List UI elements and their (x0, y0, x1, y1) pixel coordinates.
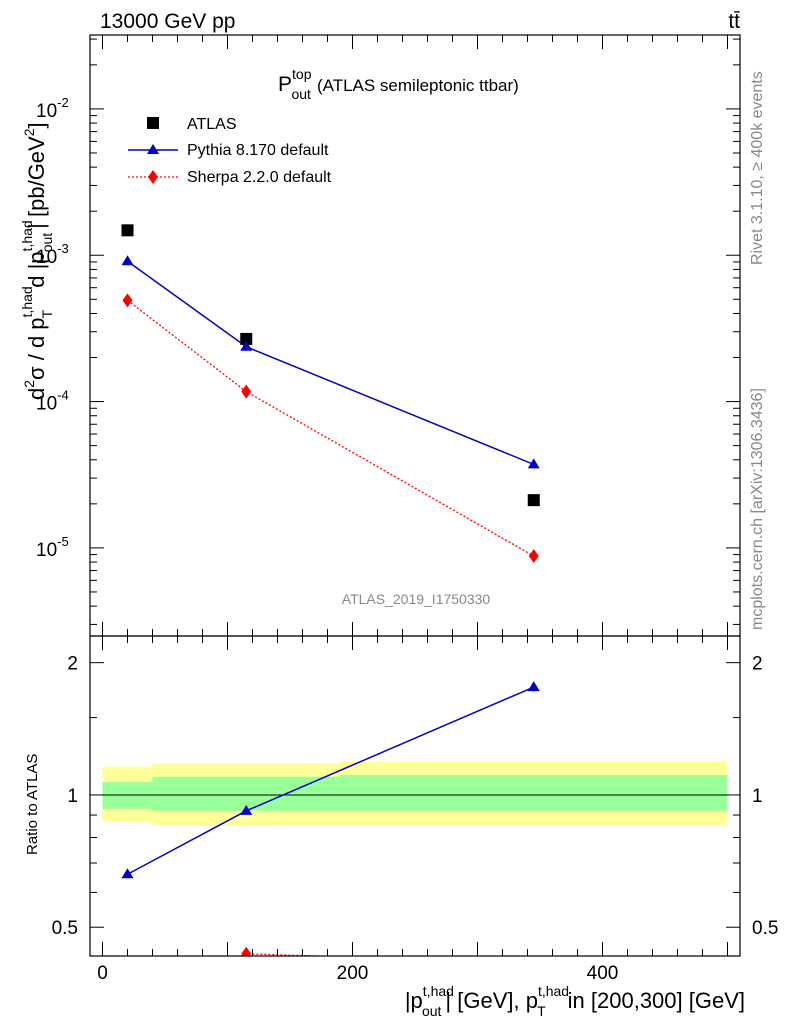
ratio-band-inner (340, 775, 728, 811)
ylabel-mid: d |p (24, 251, 49, 287)
ylabel-sigma: σ / d p (24, 317, 49, 380)
ratio-y-axis-label: Ratio to ATLAS (24, 754, 41, 855)
ylabel-d: d (24, 388, 49, 400)
ratio-panel-frame (89, 635, 741, 957)
ylabel-pt-sup: t,had (19, 286, 35, 317)
main-point-triangle (121, 255, 134, 266)
legend-sherpa-label: Sherpa 2.2.0 default (187, 169, 332, 186)
xlabel-p1-sup: t,had (423, 983, 454, 999)
ratio-point-diamond (123, 1000, 133, 1014)
xlabel-mid: | [GeV], p (445, 988, 538, 1013)
header-right: tt̄ (728, 10, 740, 33)
analysis-watermark: ATLAS_2019_I1750330 (342, 591, 491, 607)
ylabel-end: | [pb/GeV (24, 136, 49, 229)
ylabel-close: ] (24, 122, 49, 128)
ylabel-pt-sub: T (39, 309, 55, 318)
ratio-y-tick-label-right: 1 (752, 786, 763, 807)
ratio-y-tick-label-right: 2 (752, 654, 763, 675)
legend: ATLAS Pythia 8.170 default Sherpa 2.2.0 … (128, 116, 332, 186)
main-point-square (527, 494, 540, 507)
main-point-square (240, 332, 253, 345)
header-left: 13000 GeV pp (100, 10, 235, 33)
legend-pythia-marker (147, 144, 159, 154)
main-y-tick-label: 10-3 (36, 241, 69, 268)
main-series-line-1 (127, 260, 535, 466)
main-y-tick-label: 10-2 (36, 95, 69, 122)
plot-title: Ptop out (ATLAS semileptonic ttbar) (278, 66, 519, 102)
plot-title-sub: out (291, 86, 311, 102)
ratio-point-triangle (240, 804, 253, 815)
main-point-diamond (528, 549, 539, 564)
main-y-tick-label: 10-4 (36, 388, 69, 415)
plot-title-rest: (ATLAS semileptonic ttbar) (317, 76, 519, 95)
xlabel-p2-sup: t,had (538, 983, 569, 999)
legend-pythia-label: Pythia 8.170 default (187, 142, 329, 159)
plot-title-sup: top (292, 66, 312, 82)
main-series-line-2 (127, 299, 535, 557)
legend-atlas-marker (147, 117, 159, 129)
xlabel-end: in [200,300] [GeV] (568, 988, 745, 1013)
ylabel-pout-sup: t,had (19, 220, 35, 251)
ylabel-pout-sub: out (39, 233, 55, 253)
ratio-y-tick-label: 2 (67, 654, 78, 675)
ratio-point-triangle (527, 681, 540, 692)
xlabel-open: |p (405, 988, 423, 1013)
main-y-tick-label: 10-5 (36, 534, 69, 561)
main-point-triangle (240, 340, 253, 351)
ratio-x-tick-label: 0 (97, 963, 108, 984)
ratio-x-tick-label: 200 (337, 963, 369, 984)
ratio-y-tick-label: 1 (67, 786, 78, 807)
legend-sherpa-marker (148, 170, 158, 184)
ratio-point-diamond (241, 946, 252, 956)
main-point-triangle (527, 458, 540, 469)
ratio-y-tick-label: 0.5 (52, 918, 78, 939)
plot-title-main: P (278, 73, 292, 96)
ratio-point-triangle (121, 868, 134, 879)
ylabel-end-sup: 2 (21, 128, 37, 136)
rivet-version-label: Rivet 3.1.10, ≥ 400k events (749, 71, 766, 265)
xlabel-p1-sub: out (422, 1003, 442, 1019)
xlabel-p2-sub: T (537, 1003, 546, 1019)
ylabel-two: 2 (21, 380, 37, 388)
main-point-diamond (241, 384, 252, 399)
ratio-point-diamond (533, 955, 534, 956)
main-point-square (121, 224, 134, 237)
mcplots-label: mcplots.cern.ch [arXiv:1306.3436] (749, 388, 766, 630)
main-y-axis-label: d2σ / d pt,had Td |pt,had out| [pb/GeV2] (19, 122, 55, 400)
legend-atlas-label: ATLAS (187, 116, 237, 133)
ratio-x-tick-label: 400 (587, 963, 619, 984)
main-point-diamond (122, 293, 133, 308)
ratio-y-tick-label-right: 0.5 (752, 918, 778, 939)
